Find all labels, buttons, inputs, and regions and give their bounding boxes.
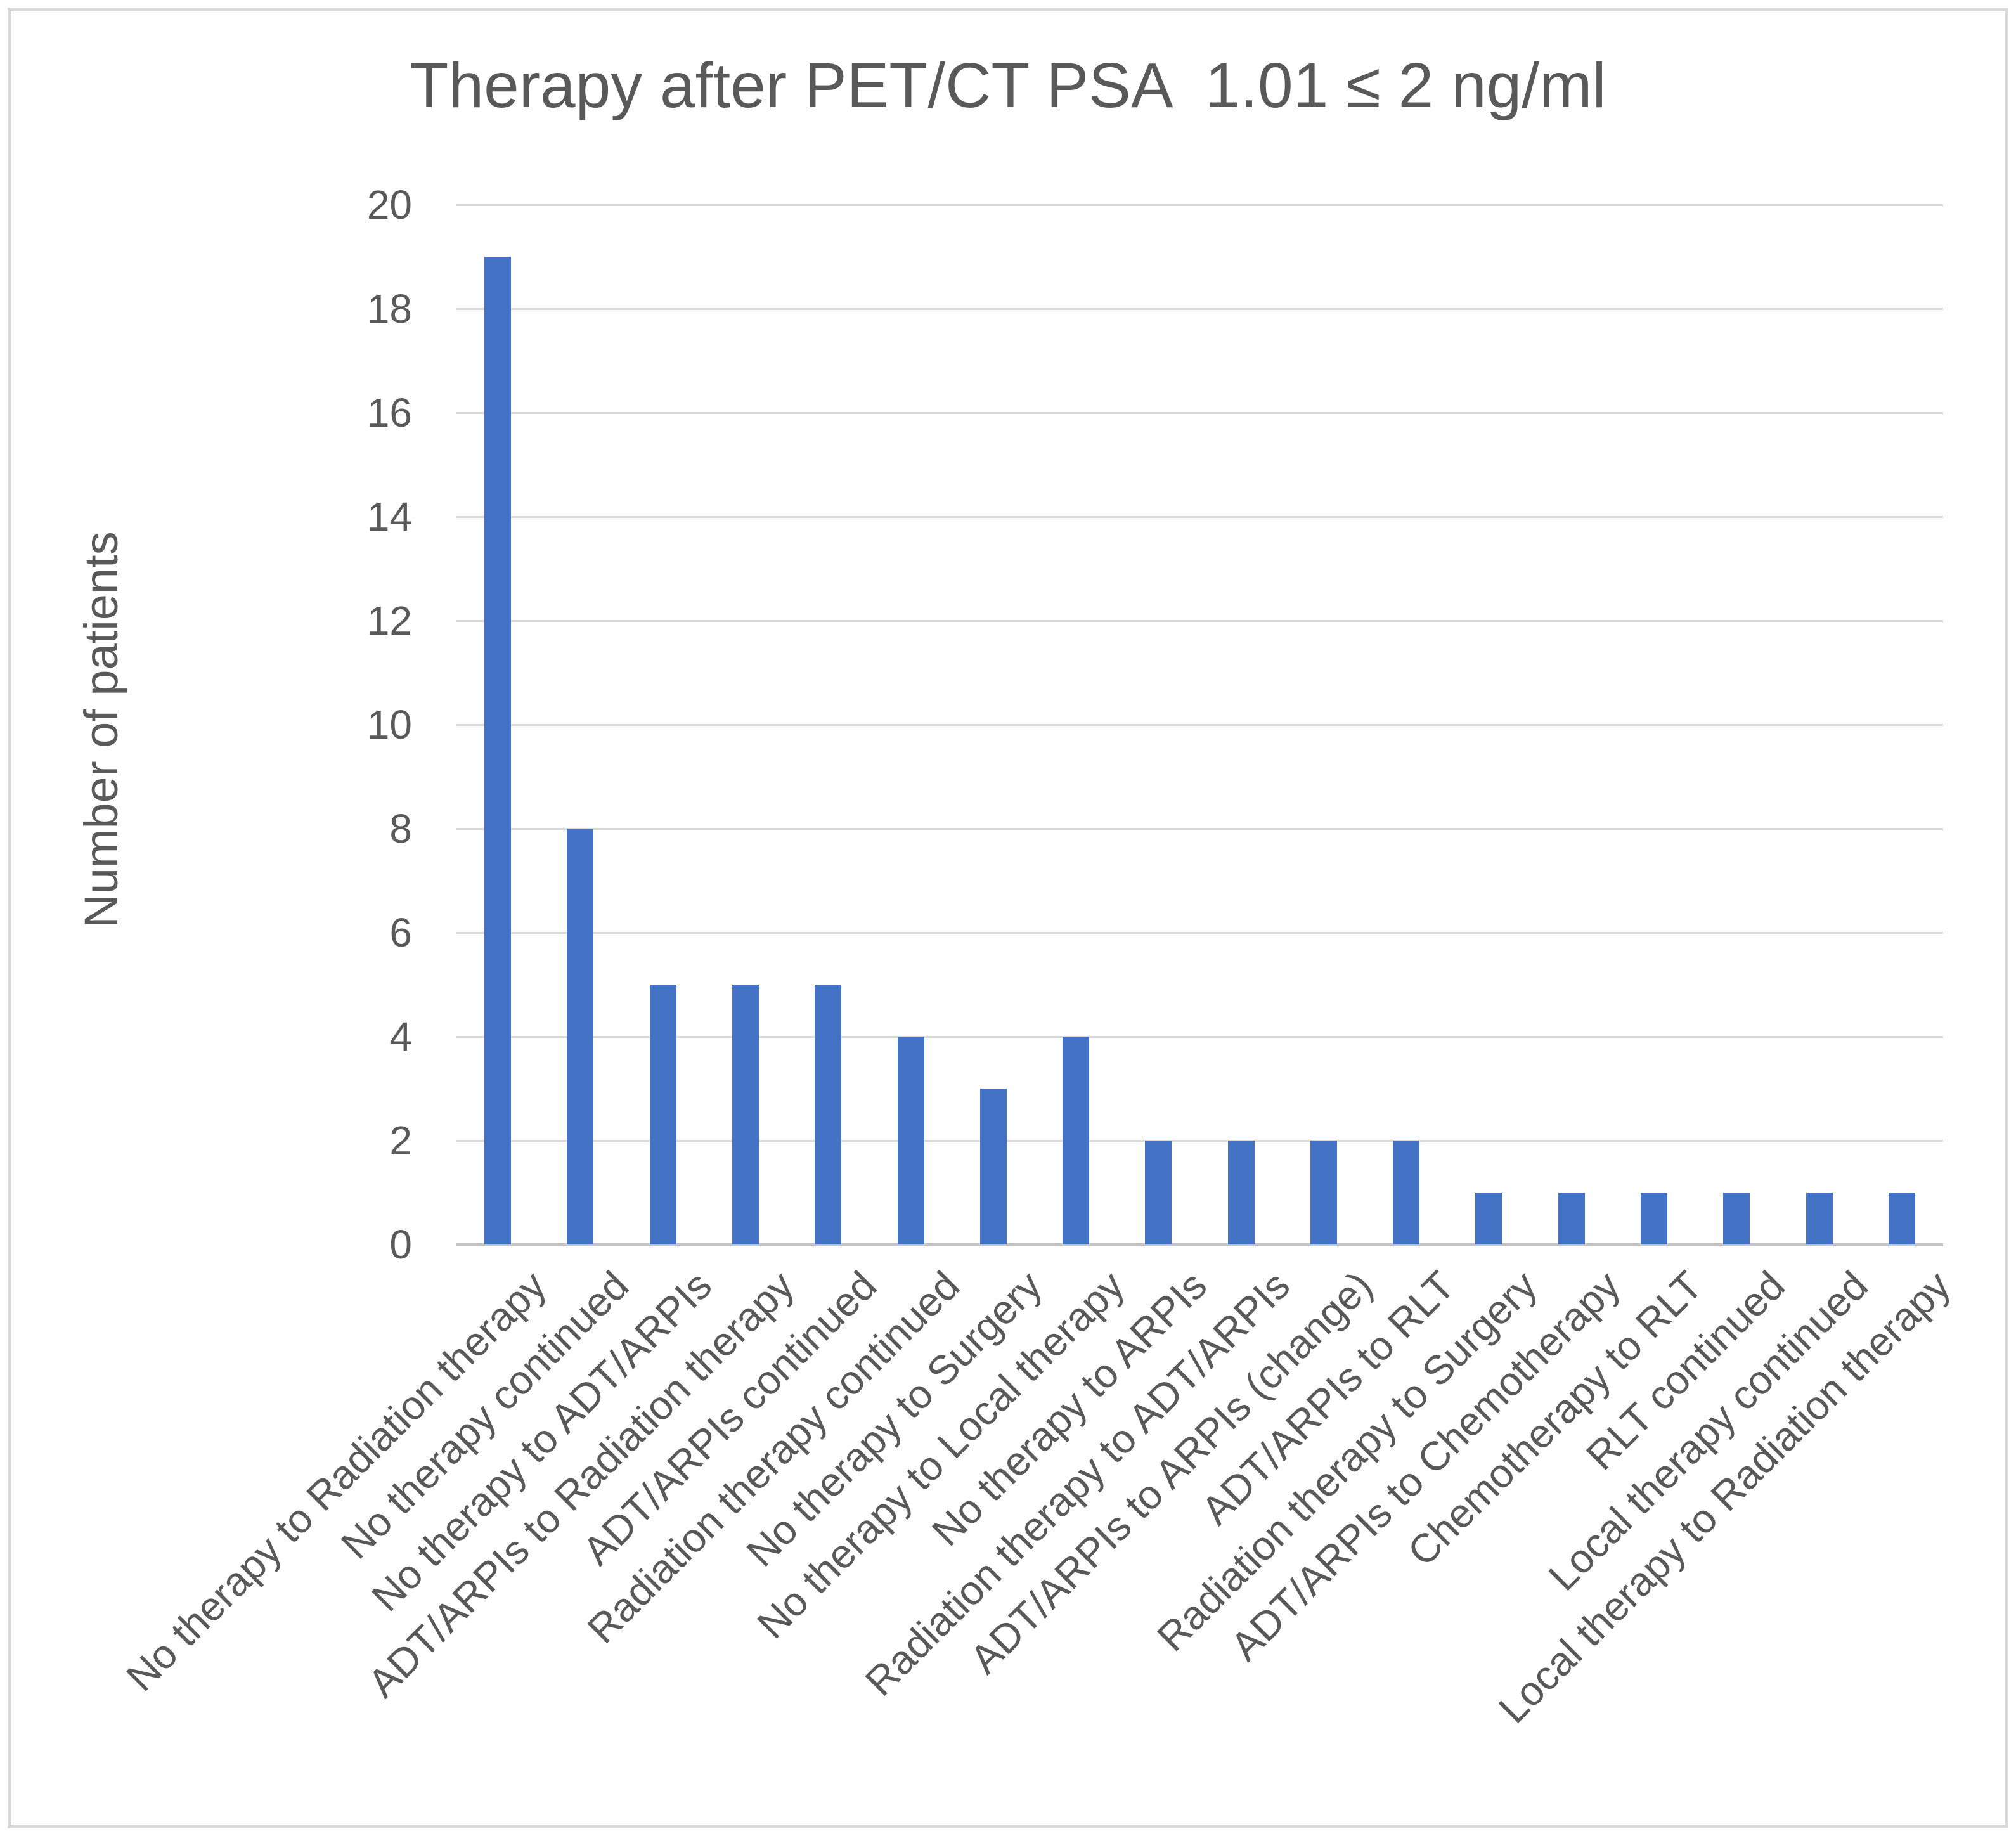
gridline-y-10 [456, 724, 1943, 726]
y-tick-label-8: 8 [389, 806, 412, 851]
bar-16 [1723, 1193, 1750, 1244]
bar-4 [732, 985, 759, 1244]
chart-title: Therapy after PET/CT PSA 1.01 ≤ 2 ng/ml [410, 50, 1606, 121]
y-tick-label-16: 16 [366, 390, 412, 436]
gridline-y-14 [456, 516, 1943, 518]
bar-11 [1310, 1141, 1337, 1244]
bar-14 [1558, 1193, 1585, 1244]
gridline-y-8 [456, 828, 1943, 830]
bar-2 [567, 829, 594, 1244]
y-tick-label-4: 4 [389, 1014, 412, 1059]
bar-10 [1227, 1141, 1255, 1244]
gridline-y-18 [456, 308, 1943, 310]
y-tick-label-14: 14 [366, 494, 412, 540]
gridline-y-6 [456, 932, 1943, 934]
y-tick-label-18: 18 [366, 286, 412, 332]
bar-1 [484, 257, 512, 1244]
y-tick-label-10: 10 [366, 702, 412, 747]
y-axis-title: Number of patients [75, 531, 127, 928]
bar-7 [979, 1089, 1007, 1244]
y-tick-label-0: 0 [389, 1222, 412, 1267]
y-tick-label-6: 6 [389, 910, 412, 955]
gridline-y-16 [456, 412, 1943, 414]
gridline-y-4 [456, 1036, 1943, 1038]
gridline-y-2 [456, 1140, 1943, 1142]
bar-8 [1063, 1037, 1090, 1244]
gridline-y-20 [456, 204, 1943, 206]
bar-3 [649, 985, 676, 1244]
y-tick-label-20: 20 [366, 182, 412, 228]
bar-6 [897, 1037, 924, 1244]
gridline-y-12 [456, 620, 1943, 622]
y-tick-label-12: 12 [366, 598, 412, 643]
bar-12 [1393, 1141, 1420, 1244]
bar-17 [1806, 1193, 1833, 1244]
bar-9 [1145, 1141, 1172, 1244]
bar-15 [1641, 1193, 1668, 1244]
bar-18 [1888, 1193, 1915, 1244]
bar-13 [1475, 1193, 1502, 1244]
x-axis-line [456, 1243, 1943, 1246]
y-tick-label-2: 2 [389, 1118, 412, 1163]
bar-5 [815, 985, 842, 1244]
